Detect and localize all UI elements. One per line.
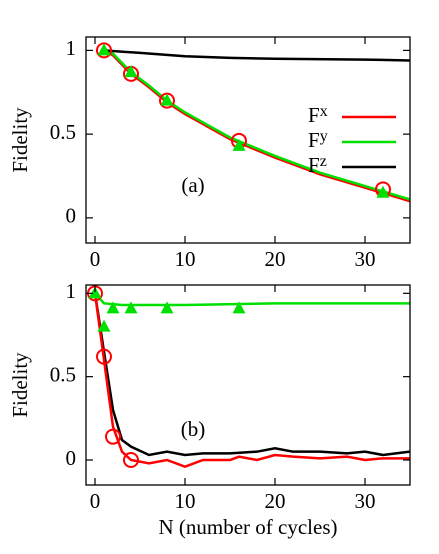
triangle-marker [124,301,138,314]
x-tick-label: 10 [175,247,196,271]
panel-label: (b) [181,417,206,441]
y-axis-label: Fidelity [8,352,32,418]
series-line [94,292,410,307]
x-tick-label: 20 [265,247,286,271]
triangle-marker [160,93,174,106]
triangle-marker [97,43,111,56]
series-line [93,293,410,457]
triangle-marker [232,138,246,151]
x-tick-label: 30 [355,247,376,271]
x-tick-label: 10 [175,489,196,513]
plot-area [87,285,410,468]
plot-frame [85,36,411,244]
x-tick-label: 0 [90,489,101,513]
circle-marker [105,428,121,445]
triangle-marker [88,286,102,299]
x-tick-label: 20 [265,489,286,513]
legend-label: Fy [308,128,328,152]
y-tick-label: 0 [66,204,77,228]
y-tick-label: 1 [66,279,77,303]
panel-label: (a) [181,173,204,197]
y-tick-label: 0 [66,446,77,470]
x-tick-label: 30 [355,489,376,513]
series-line [103,49,410,201]
legend-label: Fx [308,103,328,127]
triangle-marker [97,319,111,332]
triangle-marker [376,185,390,198]
y-tick-label: 1 [66,36,77,60]
x-tick-label: 0 [90,247,101,271]
triangle-marker [124,65,138,78]
y-tick-label: 0.5 [50,362,76,386]
plot-frame [85,284,411,486]
circle-marker [96,348,112,365]
y-axis-label: Fidelity [8,107,32,173]
plot-area [96,42,410,203]
legend-label: Fz [308,153,327,177]
triangle-marker [160,301,174,314]
y-tick-label: 0.5 [50,120,76,144]
series-line [103,49,410,62]
triangle-marker [106,301,120,314]
series-line [93,293,410,468]
triangle-marker [232,301,246,314]
circle-marker [123,452,139,468]
x-axis-label: N (number of cycles) [158,515,337,539]
series-line [103,49,410,203]
